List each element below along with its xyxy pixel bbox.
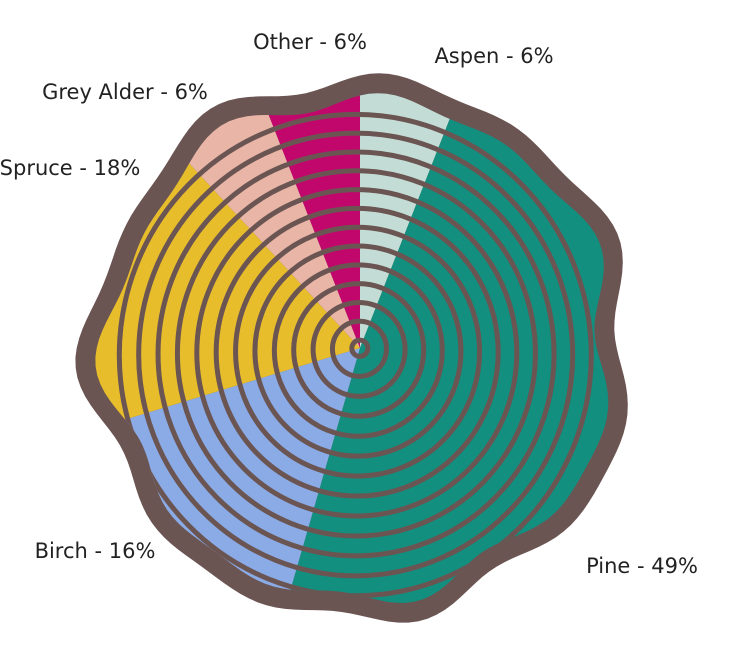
tree-ring (349, 337, 371, 359)
tree-ring (310, 299, 408, 399)
data-label: Birch - 16% (35, 539, 156, 563)
tree-ring (252, 243, 464, 459)
tree-ring (136, 130, 576, 579)
tree-ring (174, 168, 538, 539)
labels: Aspen - 6% Pine - 49% Birch - 16% Spruce - … (0, 30, 698, 578)
data-label: Spruce - 18% (0, 156, 140, 180)
data-label: Other - 6% (253, 30, 367, 54)
data-label: Pine - 49% (586, 554, 698, 578)
data-label: Aspen - 6% (434, 44, 553, 68)
tree-ring (194, 187, 520, 519)
tree-ring (291, 281, 427, 419)
tree-rings (116, 111, 594, 599)
tree-ring (213, 205, 501, 499)
tree-ring (271, 262, 445, 439)
tree-ring (155, 149, 557, 559)
tree-ring (233, 224, 483, 479)
tree-ring (329, 318, 389, 379)
data-label: Grey Alder - 6% (42, 80, 208, 104)
